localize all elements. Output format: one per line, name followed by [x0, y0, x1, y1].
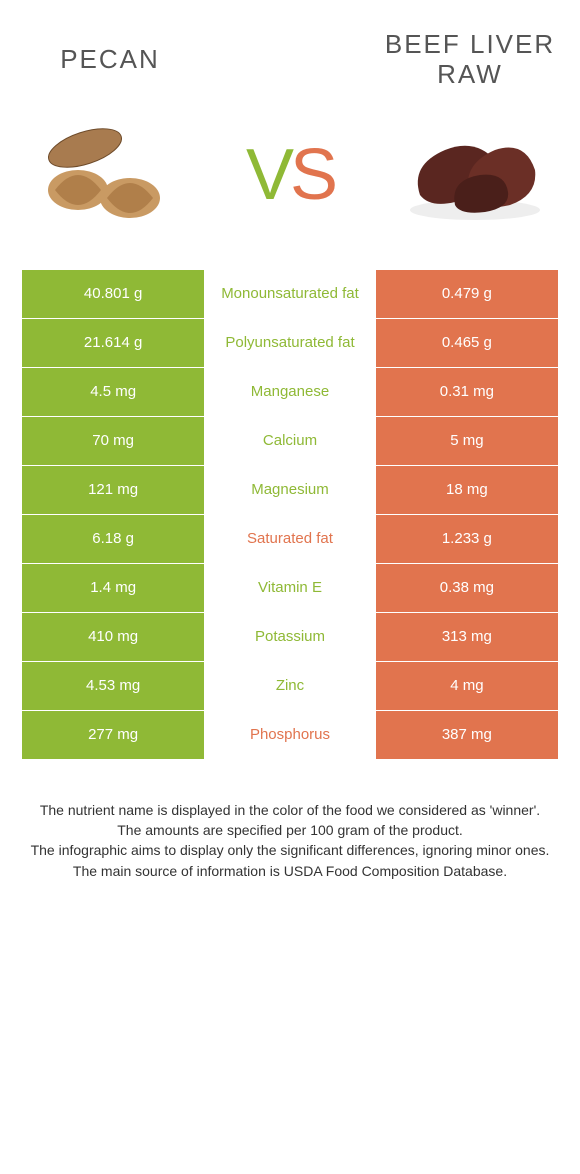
left-value: 40.801 g — [22, 270, 204, 318]
table-row: 6.18 gSaturated fat1.233 g — [22, 515, 558, 564]
right-value: 387 mg — [376, 711, 558, 759]
right-title-line2: RAW — [437, 59, 503, 89]
right-value: 4 mg — [376, 662, 558, 710]
nutrient-name: Manganese — [204, 368, 376, 416]
header-right-col: BEEF LIVER RAW — [380, 30, 560, 90]
left-value: 277 mg — [22, 711, 204, 759]
nutrient-name: Phosphorus — [204, 711, 376, 759]
left-value: 6.18 g — [22, 515, 204, 563]
left-value: 70 mg — [22, 417, 204, 465]
right-title: BEEF LIVER RAW — [380, 30, 560, 90]
nutrient-name: Potassium — [204, 613, 376, 661]
beef-liver-illustration — [400, 120, 550, 230]
footer-line2: The amounts are specified per 100 gram o… — [30, 820, 550, 840]
vs-text: VS — [246, 139, 334, 211]
table-row: 40.801 gMonounsaturated fat0.479 g — [22, 270, 558, 319]
right-value: 0.479 g — [376, 270, 558, 318]
left-value: 21.614 g — [22, 319, 204, 367]
footer-line3: The infographic aims to display only the… — [30, 840, 550, 860]
right-value: 18 mg — [376, 466, 558, 514]
vs-v: V — [246, 135, 290, 215]
table-row: 21.614 gPolyunsaturated fat0.465 g — [22, 319, 558, 368]
right-value: 1.233 g — [376, 515, 558, 563]
header: PECAN BEEF LIVER RAW — [20, 30, 560, 90]
nutrient-name: Polyunsaturated fat — [204, 319, 376, 367]
left-value: 121 mg — [22, 466, 204, 514]
pecan-illustration — [30, 120, 180, 230]
nutrient-table: 40.801 gMonounsaturated fat0.479 g21.614… — [22, 270, 558, 760]
table-row: 277 mgPhosphorus387 mg — [22, 711, 558, 760]
right-value: 313 mg — [376, 613, 558, 661]
right-value: 5 mg — [376, 417, 558, 465]
footer-line4: The main source of information is USDA F… — [30, 861, 550, 881]
left-value: 4.5 mg — [22, 368, 204, 416]
header-left-col: PECAN — [20, 44, 200, 75]
table-row: 1.4 mgVitamin E0.38 mg — [22, 564, 558, 613]
nutrient-name: Calcium — [204, 417, 376, 465]
table-row: 410 mgPotassium313 mg — [22, 613, 558, 662]
nutrient-name: Vitamin E — [204, 564, 376, 612]
right-value: 0.38 mg — [376, 564, 558, 612]
left-value: 410 mg — [22, 613, 204, 661]
right-value: 0.465 g — [376, 319, 558, 367]
right-value: 0.31 mg — [376, 368, 558, 416]
table-row: 4.5 mgManganese0.31 mg — [22, 368, 558, 417]
table-row: 4.53 mgZinc4 mg — [22, 662, 558, 711]
nutrient-name: Monounsaturated fat — [204, 270, 376, 318]
vs-s: S — [290, 135, 334, 215]
footer-line1: The nutrient name is displayed in the co… — [30, 800, 550, 820]
footer: The nutrient name is displayed in the co… — [20, 800, 560, 881]
right-title-line1: BEEF LIVER — [385, 29, 555, 59]
left-value: 4.53 mg — [22, 662, 204, 710]
left-title: PECAN — [20, 44, 200, 75]
table-row: 70 mgCalcium5 mg — [22, 417, 558, 466]
table-row: 121 mgMagnesium18 mg — [22, 466, 558, 515]
nutrient-name: Zinc — [204, 662, 376, 710]
nutrient-name: Saturated fat — [204, 515, 376, 563]
vs-row: VS — [20, 120, 560, 230]
nutrient-name: Magnesium — [204, 466, 376, 514]
left-value: 1.4 mg — [22, 564, 204, 612]
